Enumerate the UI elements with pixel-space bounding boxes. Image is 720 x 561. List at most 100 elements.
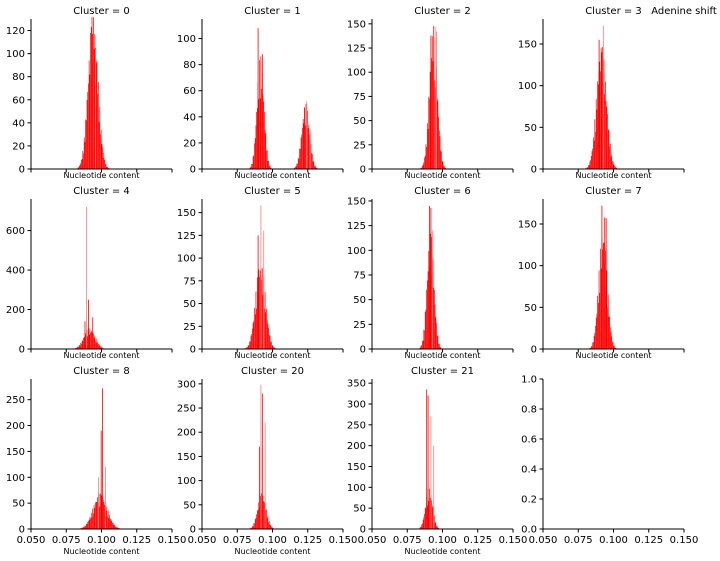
bar: [102, 146, 103, 169]
bar: [83, 137, 85, 169]
bar: [437, 527, 439, 529]
bar: [603, 59, 605, 169]
bar: [97, 94, 98, 169]
bar: [246, 347, 248, 349]
bar: [114, 526, 116, 529]
chart-title: Cluster = 7: [585, 186, 642, 197]
bar: [269, 166, 271, 169]
bar: [444, 167, 446, 169]
bar: [78, 346, 79, 349]
bar: [115, 526, 117, 529]
chart-title: Cluster = 2: [414, 6, 471, 17]
bar: [424, 507, 426, 529]
bar: [602, 243, 604, 349]
bar: [614, 347, 616, 349]
bar: [421, 167, 423, 169]
bar: [271, 527, 273, 529]
bar: [426, 280, 428, 349]
bar: [260, 56, 262, 170]
bar: [93, 513, 94, 529]
y-tick-label: 150: [177, 208, 196, 219]
bar: [615, 347, 617, 349]
bar: [431, 36, 433, 169]
x-tick-label: 0.050: [17, 535, 46, 546]
bar: [305, 104, 307, 169]
bar-spike-2: [436, 31, 437, 170]
bar: [99, 107, 101, 169]
bar: [111, 520, 113, 529]
bar: [436, 98, 438, 169]
bar: [597, 84, 599, 169]
bar: [247, 345, 249, 349]
y-tick-label: 100: [347, 483, 366, 494]
bar: [110, 519, 112, 529]
y-tick-label: 20: [12, 141, 25, 152]
bar: [264, 501, 265, 529]
y-tick-label: 50: [183, 299, 196, 310]
bar: [97, 82, 99, 169]
bar: [443, 165, 445, 169]
bar-spike-0: [598, 39, 600, 170]
bar: [308, 124, 310, 169]
bar: [81, 343, 82, 349]
y-tick-label: 50: [524, 303, 537, 314]
bar: [597, 302, 599, 349]
bar: [255, 517, 257, 529]
bar: [81, 158, 83, 169]
chart-panel-11: 0.0 0.2 0.4 0.6 0.8 1.0 0.050 0.075 0.100 0.125 0.…: [521, 375, 698, 547]
bar: [438, 343, 439, 349]
y-tick-label: 0.2: [521, 495, 537, 506]
bar: [432, 507, 434, 529]
bar: [95, 62, 97, 169]
bar: [99, 345, 101, 349]
x-tick-label: 0.100: [428, 535, 457, 546]
bar: [100, 493, 101, 529]
bar: [269, 335, 271, 349]
bar: [87, 336, 89, 349]
bar: [313, 161, 315, 169]
bar: [262, 295, 264, 349]
bar: [266, 319, 268, 349]
x-axis-label: Nucleotide content: [63, 351, 139, 360]
bar: [253, 320, 255, 349]
bar: [100, 346, 101, 349]
bar: [258, 502, 260, 529]
bar: [77, 346, 79, 349]
bar: [429, 488, 430, 529]
y-tick-label: 100: [177, 254, 196, 265]
bar: [88, 60, 90, 169]
bar: [252, 526, 253, 529]
y-tick-label: 60: [12, 95, 25, 106]
bar: [268, 521, 270, 529]
bar: [432, 259, 434, 349]
bar-spike-0: [102, 388, 104, 529]
bar: [89, 517, 91, 529]
y-tick-label: 200: [347, 441, 366, 452]
bar: [440, 347, 442, 349]
bar: [603, 242, 605, 349]
bar: [91, 332, 93, 349]
bar: [596, 313, 598, 349]
bar: [262, 94, 264, 169]
y-tick-label: 0: [190, 525, 196, 536]
y-tick-label: 0: [19, 525, 25, 536]
y-tick-label: 0.4: [521, 465, 537, 476]
bar: [431, 505, 433, 529]
bar: [434, 522, 436, 529]
bar-spike-0: [430, 35, 432, 169]
x-axis-label: Nucleotide content: [63, 547, 139, 556]
y-tick-label: 50: [353, 295, 366, 306]
y-tick-label: 1.0: [521, 375, 537, 386]
chart-title: Cluster = 5: [244, 186, 301, 197]
bar: [429, 233, 431, 349]
bar-spike-0: [85, 206, 87, 349]
bar: [439, 346, 441, 349]
x-tick-label: 0.125: [293, 535, 322, 546]
bar: [443, 165, 444, 169]
bar: [94, 34, 96, 170]
bar: [614, 166, 616, 169]
bar: [93, 48, 95, 170]
bar: [314, 165, 316, 169]
bar: [99, 506, 101, 529]
bar: [312, 161, 314, 169]
